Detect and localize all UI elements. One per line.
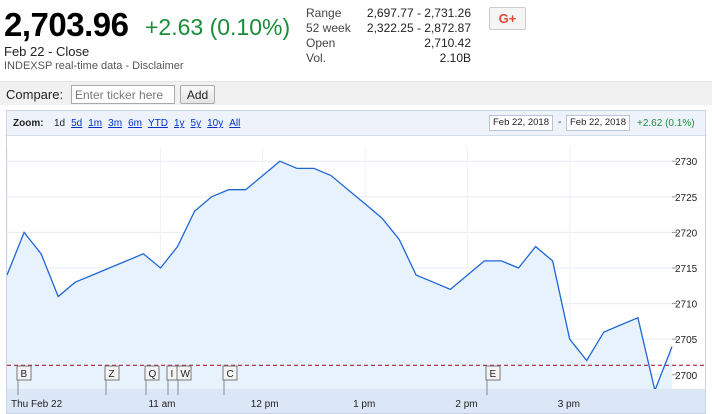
y-tick-label: 2730 bbox=[675, 157, 698, 168]
flag-letter: E bbox=[490, 369, 497, 380]
y-tick-label: 2715 bbox=[675, 264, 698, 275]
zoom-option-6m[interactable]: 6m bbox=[128, 118, 142, 129]
zoom-bar: Zoom: 1d 5d 1m 3m 6m YTD 1y 5y 10y All Feb 22, 20… bbox=[7, 111, 705, 136]
flag-box bbox=[176, 365, 192, 381]
zoom-option-1d[interactable]: 1d bbox=[54, 118, 66, 129]
y-tick-label: 2710 bbox=[675, 300, 698, 311]
news-flag-z[interactable]: Z bbox=[104, 365, 120, 395]
google-plus-button[interactable]: G+ bbox=[489, 7, 526, 30]
price-change: +2.63 (0.10%) bbox=[145, 14, 291, 40]
zoom-option-10y[interactable]: 10y bbox=[207, 118, 224, 129]
y-tick-label: 2700 bbox=[675, 371, 698, 382]
price: 2,703.96 bbox=[4, 6, 129, 43]
stat-label: Range bbox=[306, 6, 342, 20]
flag-letter: C bbox=[227, 369, 234, 380]
y-axis-ticks: 2700 2705 2710 2715 2720 2725 2730 bbox=[675, 157, 698, 382]
x-tick-label: Thu Feb 22 bbox=[11, 399, 63, 410]
stat-value: 2,697.77 - 2,731.26 bbox=[366, 6, 471, 20]
zoom-option-ytd[interactable]: YTD bbox=[147, 118, 168, 129]
flag-letter: Q bbox=[149, 369, 157, 380]
y-tick-label: 2705 bbox=[675, 335, 698, 346]
x-tick-label: 1 pm bbox=[353, 399, 375, 410]
stat-open: Open 2,710.42 bbox=[306, 36, 471, 51]
disclaimer[interactable]: INDEXSP real-time data - Disclaimer bbox=[4, 60, 184, 72]
price-chart[interactable]: 2700 2705 2710 2715 2720 2725 2730 Thu Feb 22 1… bbox=[7, 137, 705, 413]
zoom-label: Zoom: bbox=[13, 118, 44, 129]
stat-value: 2,710.42 bbox=[424, 36, 471, 50]
flag-box bbox=[104, 365, 120, 381]
flag-letter: I bbox=[171, 369, 174, 380]
quote-stats: Range 2,697.77 - 2,731.26 52 week 2,322.… bbox=[306, 6, 471, 66]
x-tick-label: 11 am bbox=[148, 399, 175, 410]
zoom-option-3m[interactable]: 3m bbox=[108, 118, 123, 129]
zoom-option-5d[interactable]: 5d bbox=[71, 118, 83, 129]
x-tick-label: 2 pm bbox=[455, 399, 477, 410]
news-flag-c[interactable]: C bbox=[222, 365, 238, 395]
flag-letter: Z bbox=[109, 369, 115, 380]
close-label: Feb 22 - Close bbox=[4, 44, 90, 59]
y-tick-label: 2720 bbox=[675, 228, 698, 239]
add-button[interactable]: Add bbox=[180, 85, 215, 104]
x-tick-label: 3 pm bbox=[558, 399, 580, 410]
flag-box bbox=[16, 365, 32, 381]
flag-box bbox=[144, 365, 160, 381]
x-axis-ticks: Thu Feb 22 11 am 12 pm 1 pm 2 pm 3 pm bbox=[11, 399, 580, 410]
zoom-option-5y[interactable]: 5y bbox=[190, 118, 202, 129]
from-date-input[interactable]: Feb 22, 2018 bbox=[489, 115, 553, 131]
flag-letter: W bbox=[181, 369, 191, 380]
news-flag-e[interactable]: E bbox=[485, 365, 501, 395]
compare-label: Compare: bbox=[6, 87, 64, 102]
zoom-links: 1d 5d 1m 3m 6m YTD 1y 5y 10y All bbox=[54, 118, 246, 129]
stat-label: Open bbox=[306, 36, 336, 50]
range-change: +2.62 (0.1%) bbox=[637, 118, 695, 129]
stat-52-week: 52 week 2,322.25 - 2,872.87 bbox=[306, 21, 471, 36]
stat-volume: Vol. 2.10B bbox=[306, 51, 471, 66]
stat-value: 2.10B bbox=[439, 51, 471, 65]
news-flag-b[interactable]: B bbox=[16, 365, 32, 395]
chart-frame: Zoom: 1d 5d 1m 3m 6m YTD 1y 5y 10y All Feb 22, 20… bbox=[6, 110, 706, 414]
price-area-fill bbox=[7, 161, 672, 391]
to-date-input[interactable]: Feb 22, 2018 bbox=[566, 115, 630, 131]
x-axis-band bbox=[7, 389, 705, 413]
date-separator: - bbox=[558, 117, 562, 128]
stat-value: 2,322.25 - 2,872.87 bbox=[366, 21, 471, 35]
stat-label: 52 week bbox=[306, 21, 351, 35]
quote-header: 2,703.96 +2.63 (0.10%) Feb 22 - Close IN… bbox=[0, 0, 712, 80]
compare-bar: Compare: Add bbox=[0, 81, 712, 105]
flag-box bbox=[222, 365, 238, 381]
news-flag-w[interactable]: W bbox=[176, 365, 192, 395]
price-line bbox=[7, 160, 673, 393]
zoom-option-1m[interactable]: 1m bbox=[88, 118, 103, 129]
x-tick-label: 12 pm bbox=[251, 399, 279, 410]
y-tick-label: 2725 bbox=[675, 193, 698, 204]
news-flag-q[interactable]: Q bbox=[144, 365, 160, 395]
flag-letter: B bbox=[21, 369, 28, 380]
zoom-option-1y[interactable]: 1y bbox=[173, 118, 185, 129]
compare-ticker-input[interactable] bbox=[71, 85, 175, 104]
stat-label: Vol. bbox=[306, 51, 327, 65]
zoom-option-all[interactable]: All bbox=[229, 118, 241, 129]
flag-box bbox=[485, 365, 501, 381]
stat-range: Range 2,697.77 - 2,731.26 bbox=[306, 6, 471, 21]
